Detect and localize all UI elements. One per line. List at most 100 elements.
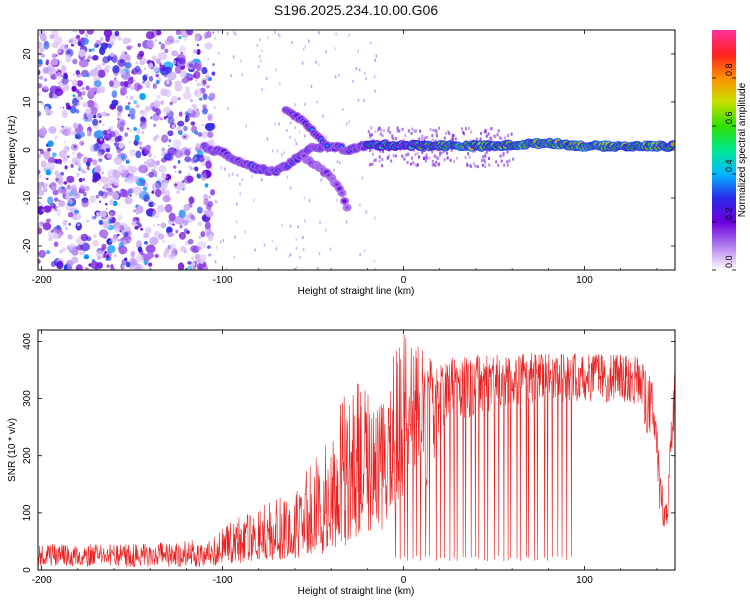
spectrogram-noise-mark	[286, 175, 289, 179]
spectrogram-noise-mark	[58, 231, 63, 237]
spectrogram-noise-mark	[119, 241, 124, 248]
spectrogram-noise-mark	[203, 198, 209, 206]
spectrogram-noise-mark	[79, 157, 82, 162]
spectrogram-noise-mark	[180, 185, 184, 189]
spectrogram-noise-mark	[472, 150, 475, 154]
snr-y-tick-label: 0	[22, 567, 33, 573]
spectrogram-noise-mark	[499, 154, 502, 158]
spectrogram-noise-mark	[67, 212, 74, 218]
spectrogram-noise-mark	[280, 153, 283, 157]
spectrogram-noise-mark	[38, 214, 41, 217]
spectrogram-noise-mark	[143, 67, 147, 71]
spectrogram-noise-mark	[53, 35, 63, 45]
spectrogram-noise-mark	[117, 58, 126, 67]
spectrogram-noise-mark	[464, 156, 467, 160]
spectrogram-noise-mark	[152, 83, 157, 90]
spectrogram-noise-mark	[404, 133, 407, 137]
spectrogram-noise-mark	[194, 166, 199, 172]
spectrogram-noise-mark	[375, 54, 378, 58]
spectrogram-noise-mark	[207, 116, 212, 120]
snr-x-tick-label: 0	[401, 575, 407, 586]
spectrogram-noise-mark	[133, 100, 138, 105]
spectrogram-noise-mark	[184, 156, 192, 163]
spectrogram-noise-mark	[96, 44, 99, 48]
spectrogram-noise-mark	[71, 157, 79, 165]
spectrogram-noise-mark	[416, 151, 419, 155]
spectrogram-noise-mark	[38, 110, 42, 117]
spectrogram-noise-mark	[39, 174, 43, 178]
spectrogram-noise-mark	[155, 79, 160, 85]
snr-x-axis-label: Height of straight line (km)	[298, 586, 415, 597]
spectrogram-noise-mark	[235, 220, 238, 224]
spectrogram-noise-mark	[346, 122, 348, 126]
spectrogram-noise-mark	[387, 156, 390, 160]
spectrogram-noise-mark	[148, 262, 153, 267]
spectrogram-noise-mark	[261, 178, 263, 182]
spectrogram-noise-mark	[38, 50, 43, 57]
spectrogram-noise-mark	[263, 243, 266, 247]
spectrogram-noise-mark	[484, 130, 487, 134]
spectrogram-noise-mark	[359, 253, 361, 257]
spectrogram-noise-mark	[72, 58, 78, 65]
spectrogram-noise-mark	[304, 219, 306, 223]
spectrogram-noise-mark	[47, 63, 53, 68]
spectrogram-noise-mark	[450, 137, 453, 141]
spectrogram-noise-mark	[130, 250, 136, 258]
spectrogram-noise-mark	[295, 142, 298, 146]
spectrogram-noise-mark	[176, 190, 180, 194]
spectrogram-noise-mark	[61, 76, 69, 85]
spectrogram-noise-mark	[226, 32, 229, 36]
spectrogram-noise-mark	[167, 71, 177, 81]
spectrogram-noise-mark	[216, 200, 218, 204]
spectrogram-noise-mark	[118, 164, 127, 174]
spectrogram-noise-mark	[318, 252, 321, 256]
spectrogram-noise-mark	[476, 165, 479, 169]
spectrogram-noise-mark	[163, 106, 171, 114]
spectrogram-noise-mark	[151, 210, 160, 219]
spectrogram-noise-mark	[153, 155, 156, 158]
spectrogram-noise-mark	[60, 74, 64, 78]
spectrogram-noise-mark	[70, 163, 74, 168]
spectrogram-noise-mark	[168, 212, 176, 222]
spectrogram-noise-mark	[233, 31, 235, 35]
spectrogram-noise-mark	[156, 58, 161, 65]
spectrogram-noise-mark	[62, 128, 71, 137]
spectrogram-noise-mark	[201, 107, 208, 115]
snr-series-line	[38, 334, 675, 568]
spectrogram-noise-mark	[106, 264, 110, 268]
spectrogram-noise-mark	[131, 220, 137, 226]
spectrogram-noise-mark	[127, 165, 133, 172]
spectrogram-noise-mark	[322, 175, 325, 179]
spectrogram-noise-mark	[179, 224, 183, 229]
spectrogram-noise-mark	[189, 99, 193, 103]
spectrogram-noise-mark	[316, 267, 319, 270]
spectrogram-noise-mark	[206, 245, 211, 249]
spectrogram-noise-mark	[308, 199, 311, 203]
spectrogram-noise-mark	[431, 159, 434, 163]
spectrogram-noise-mark	[46, 218, 51, 223]
spectrogram-x-tick-label: 100	[576, 275, 593, 286]
spectrogram-noise-mark	[145, 73, 149, 78]
spectrogram-noise-mark	[135, 61, 139, 65]
spectrogram-noise-mark	[214, 260, 217, 264]
spectrogram-noise-mark	[252, 199, 255, 203]
spectrogram-noise-mark	[485, 134, 488, 138]
spectrogram-noise-mark	[133, 209, 137, 213]
spectrogram-noise-mark	[320, 178, 322, 182]
spectrogram-noise-mark	[304, 102, 306, 106]
spectrogram-noise-mark	[95, 64, 102, 71]
spectrogram-noise-mark	[117, 238, 121, 242]
spectrogram-noise-mark	[92, 172, 101, 182]
spectrogram-noise-mark	[177, 160, 181, 164]
spectrogram-noise-mark	[371, 162, 374, 166]
spectrogram-noise-mark	[81, 69, 89, 78]
spectrogram-noise-mark	[84, 171, 87, 174]
spectrogram-noise-mark	[131, 45, 134, 48]
spectrogram-noise-mark	[111, 90, 118, 98]
spectrogram-noise-mark	[121, 52, 125, 56]
spectrogram-noise-mark	[185, 86, 190, 93]
spectrogram-noise-mark	[419, 129, 422, 133]
spectrogram-noise-mark	[72, 94, 76, 97]
spectrogram-noise-mark	[72, 73, 76, 76]
spectrogram-y-tick-label: 10	[22, 96, 33, 108]
